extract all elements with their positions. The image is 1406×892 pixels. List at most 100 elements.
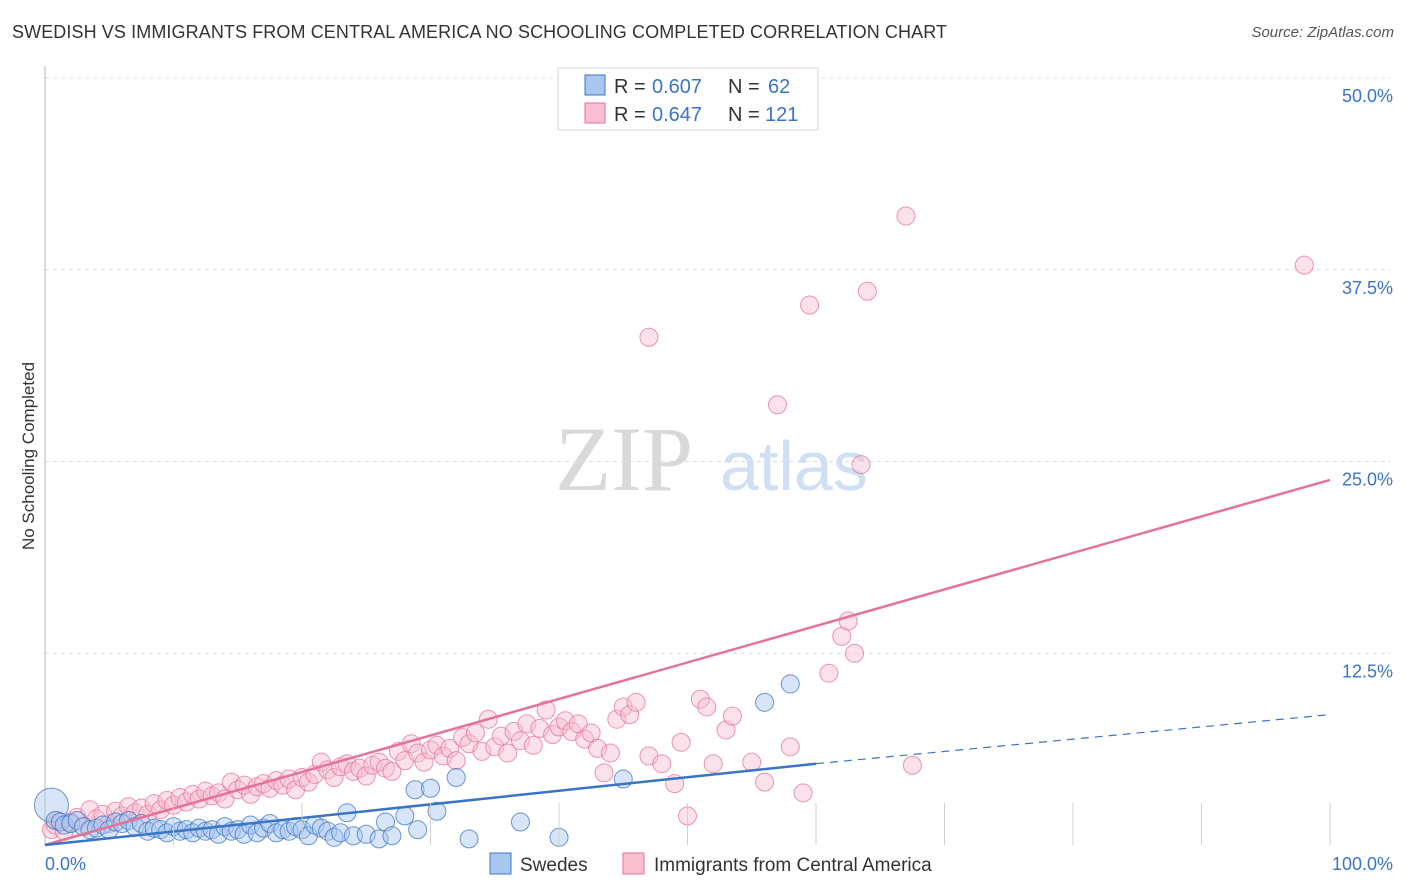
x-tick-labels: 0.0% 100.0% <box>45 803 1393 874</box>
immigrants-point <box>356 766 376 786</box>
watermark-atlas: atlas <box>720 427 868 505</box>
immigrants-point <box>755 772 775 792</box>
legend-r-label-immigrants: R = <box>614 104 646 126</box>
immigrants-point <box>523 735 543 755</box>
trend-lines <box>44 478 1331 847</box>
swedes-point <box>780 674 800 694</box>
source-label: Source: ZipAtlas.com <box>1251 24 1394 41</box>
immigrants-point <box>472 741 492 761</box>
immigrants-point <box>851 455 871 475</box>
x-tick-label-min: 0.0% <box>45 854 86 874</box>
immigrants-point <box>465 723 485 743</box>
immigrants-point <box>780 737 800 757</box>
immigrants-point <box>742 752 762 772</box>
trend-line-swedes-extrapolated <box>815 714 1331 765</box>
swedes-point <box>459 829 479 849</box>
swedes-point <box>408 820 428 840</box>
immigrants-point <box>845 643 865 663</box>
legend-swatch-swedes <box>584 74 606 96</box>
immigrants-point <box>896 206 916 226</box>
swedes-point <box>427 801 447 821</box>
immigrants-point <box>485 737 505 757</box>
immigrants-point <box>498 743 518 763</box>
immigrants-point <box>600 743 620 763</box>
immigrants-point <box>408 743 428 763</box>
swedes-point <box>208 824 228 844</box>
swedes-point <box>369 829 389 849</box>
immigrants-point <box>324 768 344 788</box>
legend-n-value-immigrants: 121 <box>765 104 798 126</box>
legend-r-value-swedes: 0.607 <box>652 76 702 98</box>
immigrants-point <box>594 763 614 783</box>
swedes-point <box>54 815 74 835</box>
immigrants-point <box>517 714 537 734</box>
legend-n-label-immigrants: N = <box>728 104 760 126</box>
swedes-point <box>446 768 466 788</box>
immigrants-point <box>382 761 402 781</box>
swedes-point <box>376 812 396 832</box>
legend-n-label-swedes: N = <box>728 76 760 98</box>
series-legend: Swedes Immigrants from Central America <box>489 852 932 876</box>
immigrants-point <box>530 718 550 738</box>
immigrants-point <box>690 689 710 709</box>
immigrants-point <box>555 711 575 731</box>
immigrants-point <box>440 738 460 758</box>
legend-r-label-swedes: R = <box>614 76 646 98</box>
immigrants-point <box>1294 255 1314 275</box>
immigrants-point <box>626 692 646 712</box>
legend-n-value-swedes: 62 <box>768 76 790 98</box>
swedes-point <box>510 812 530 832</box>
immigrants-point <box>588 738 608 758</box>
immigrants-point <box>510 731 530 751</box>
immigrants-point <box>543 725 563 745</box>
swedes-point <box>260 814 280 834</box>
immigrants-point <box>491 726 511 746</box>
swedes-point <box>405 780 425 800</box>
immigrants-point <box>857 281 877 301</box>
legend-swatch-immigrants <box>584 102 606 124</box>
immigrants-point <box>819 663 839 683</box>
bottom-legend-swatch-swedes <box>489 852 512 875</box>
bottom-legend-swatch-immigrants <box>622 852 645 875</box>
y-tick-labels: 12.5% 25.0% 37.5% 50.0% <box>1342 86 1393 681</box>
immigrants-point <box>620 705 640 725</box>
series-swedes-points <box>33 674 800 849</box>
immigrants-point <box>639 327 659 347</box>
immigrants-point <box>80 800 100 820</box>
immigrants-point <box>613 697 633 717</box>
immigrants-point <box>703 754 723 774</box>
immigrants-point <box>446 751 466 771</box>
swedes-point <box>50 812 70 832</box>
immigrants-point <box>767 395 787 415</box>
chart-title: SWEDISH VS IMMIGRANTS FROM CENTRAL AMERI… <box>12 22 948 42</box>
immigrants-point <box>350 758 370 778</box>
immigrants-point <box>427 735 447 755</box>
swedes-point <box>755 692 775 712</box>
y-tick-label: 50.0% <box>1342 86 1393 106</box>
swedes-point <box>421 778 440 798</box>
immigrants-point <box>433 746 453 766</box>
watermark: ZIP atlas <box>555 408 868 510</box>
immigrants-point <box>722 706 742 726</box>
watermark-zip: ZIP <box>555 408 693 510</box>
immigrants-point <box>716 720 736 740</box>
grid-lines <box>45 77 1390 654</box>
x-tick-label-max: 100.0% <box>1332 854 1393 874</box>
immigrants-point <box>902 755 922 775</box>
bottom-legend-label-immigrants: Immigrants from Central America <box>654 855 932 876</box>
trend-line-immigrants <box>44 478 1331 847</box>
swedes-point <box>395 806 415 826</box>
y-tick-label: 25.0% <box>1342 470 1393 490</box>
y-axis-title: No Schooling Completed <box>19 362 38 550</box>
immigrants-point <box>793 783 813 803</box>
immigrants-point <box>536 700 556 720</box>
bottom-legend-label-swedes: Swedes <box>520 855 588 876</box>
swedes-point <box>356 824 376 844</box>
y-tick-label: 12.5% <box>1342 661 1393 681</box>
immigrants-point <box>298 772 318 792</box>
immigrants-point <box>671 732 691 752</box>
swedes-point <box>331 823 351 843</box>
immigrants-point <box>697 697 717 717</box>
immigrants-point <box>652 754 672 774</box>
